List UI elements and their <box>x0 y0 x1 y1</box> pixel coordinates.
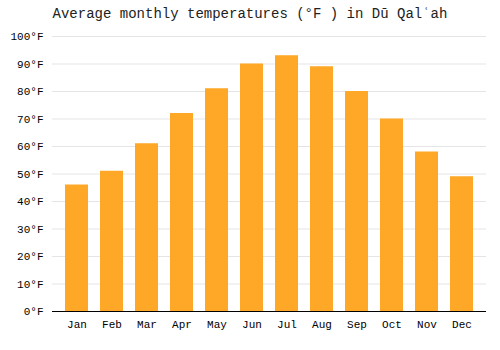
html-text:Average monthly temperatures (: Average monthly temperatures (°F ) in Dū… <box>52 6 448 22</box>
svg-text:80°F: 80°F <box>17 86 43 98</box>
svg-text:Sep: Sep <box>347 319 367 331</box>
svg-text:50°F: 50°F <box>17 169 43 181</box>
svg-text:Jun: Jun <box>242 319 262 331</box>
svg-text:Nov: Nov <box>417 319 437 331</box>
svg-text:Jul: Jul <box>277 319 297 331</box>
svg-text:60°F: 60°F <box>17 141 43 153</box>
svg-text:Mar: Mar <box>137 319 157 331</box>
svg-text:May: May <box>207 319 227 331</box>
svg-text:Aug: Aug <box>312 319 332 331</box>
svg-text:30°F: 30°F <box>17 224 43 236</box>
svg-text:Jan: Jan <box>67 319 87 331</box>
svg-text:0°F: 0°F <box>24 306 44 318</box>
svg-text:10°F: 10°F <box>17 279 43 291</box>
svg-text:90°F: 90°F <box>17 59 43 71</box>
svg-text:Apr: Apr <box>172 319 192 331</box>
svg-text:Feb: Feb <box>102 319 122 331</box>
svg-text:40°F: 40°F <box>17 196 43 208</box>
svg-text:100°F: 100°F <box>10 31 43 43</box>
svg-text:Dec: Dec <box>452 319 472 331</box>
svg-text:Oct: Oct <box>382 319 402 331</box>
svg-text:20°F: 20°F <box>17 251 43 263</box>
svg-text:70°F: 70°F <box>17 114 43 126</box>
